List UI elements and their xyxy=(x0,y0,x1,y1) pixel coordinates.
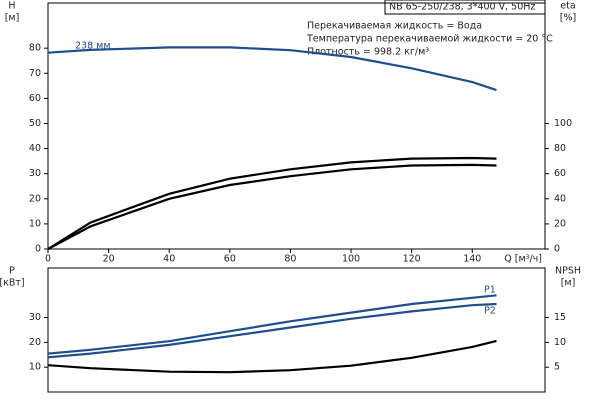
y2-axis-label: [м] xyxy=(561,278,576,289)
y-axis-label: [м] xyxy=(5,13,20,24)
y2-tick-label: 0 xyxy=(554,244,560,255)
y-tick-label: 0 xyxy=(35,244,41,255)
annotation: Температура перекачиваемой жидкости = 20… xyxy=(306,34,553,45)
y2-tick-label: 20 xyxy=(554,218,566,229)
y-tick-label: 30 xyxy=(29,312,41,323)
y-tick-label: 20 xyxy=(29,337,41,348)
annotation: NB 65-250/238, 3*400 V, 50Hz xyxy=(389,2,535,13)
y2-tick-label: 80 xyxy=(554,143,566,154)
x-axis-label: Q [м³/ч] xyxy=(504,254,542,265)
y-axis-label: P xyxy=(9,266,15,277)
curve xyxy=(47,302,497,359)
y2-tick-label: 40 xyxy=(554,193,566,204)
annotation: Перекачиваемая жидкость = Вода xyxy=(307,21,482,32)
y2-tick-label: 5 xyxy=(554,362,560,373)
y-tick-label: 20 xyxy=(29,193,41,204)
y2-axis-label: eta xyxy=(560,1,575,12)
y-axis-label: H xyxy=(8,1,15,12)
curve xyxy=(47,294,497,355)
x-tick-label: 20 xyxy=(103,254,115,265)
y2-axis-label: NPSH xyxy=(555,266,581,277)
info-box xyxy=(384,0,546,15)
y-tick-label: 40 xyxy=(29,143,41,154)
curve xyxy=(47,46,497,92)
y-tick-label: 10 xyxy=(29,218,41,229)
y2-tick-label: 60 xyxy=(554,168,566,179)
y2-tick-label: 15 xyxy=(554,312,566,323)
series-label: P2 xyxy=(484,306,496,317)
x-tick-label: 80 xyxy=(284,254,296,265)
y-tick-label: 50 xyxy=(29,118,41,129)
curve xyxy=(47,163,497,250)
curve xyxy=(47,339,497,374)
x-tick-label: 140 xyxy=(463,254,481,265)
x-tick-label: 0 xyxy=(45,254,51,265)
y-tick-label: 10 xyxy=(29,362,41,373)
y-axis-label: [кВт] xyxy=(0,278,25,289)
curve xyxy=(47,156,497,250)
y-tick-label: 30 xyxy=(29,168,41,179)
x-tick-label: 40 xyxy=(163,254,175,265)
x-tick-label: 60 xyxy=(224,254,236,265)
x-tick-label: 100 xyxy=(342,254,360,265)
annotation: Плотность = 998.2 кг/м³ xyxy=(307,47,429,58)
y2-axis-label: [%] xyxy=(560,13,576,24)
y-tick-label: 60 xyxy=(29,93,41,104)
plot-frame xyxy=(47,267,546,393)
plot-frame xyxy=(47,2,546,250)
series-label: 238 мм xyxy=(75,41,111,52)
series-label: P1 xyxy=(484,285,496,296)
y-tick-label: 80 xyxy=(29,43,41,54)
y-tick-label: 70 xyxy=(29,68,41,79)
x-tick-label: 120 xyxy=(403,254,421,265)
y2-tick-label: 100 xyxy=(554,118,572,129)
y2-tick-label: 10 xyxy=(554,337,566,348)
